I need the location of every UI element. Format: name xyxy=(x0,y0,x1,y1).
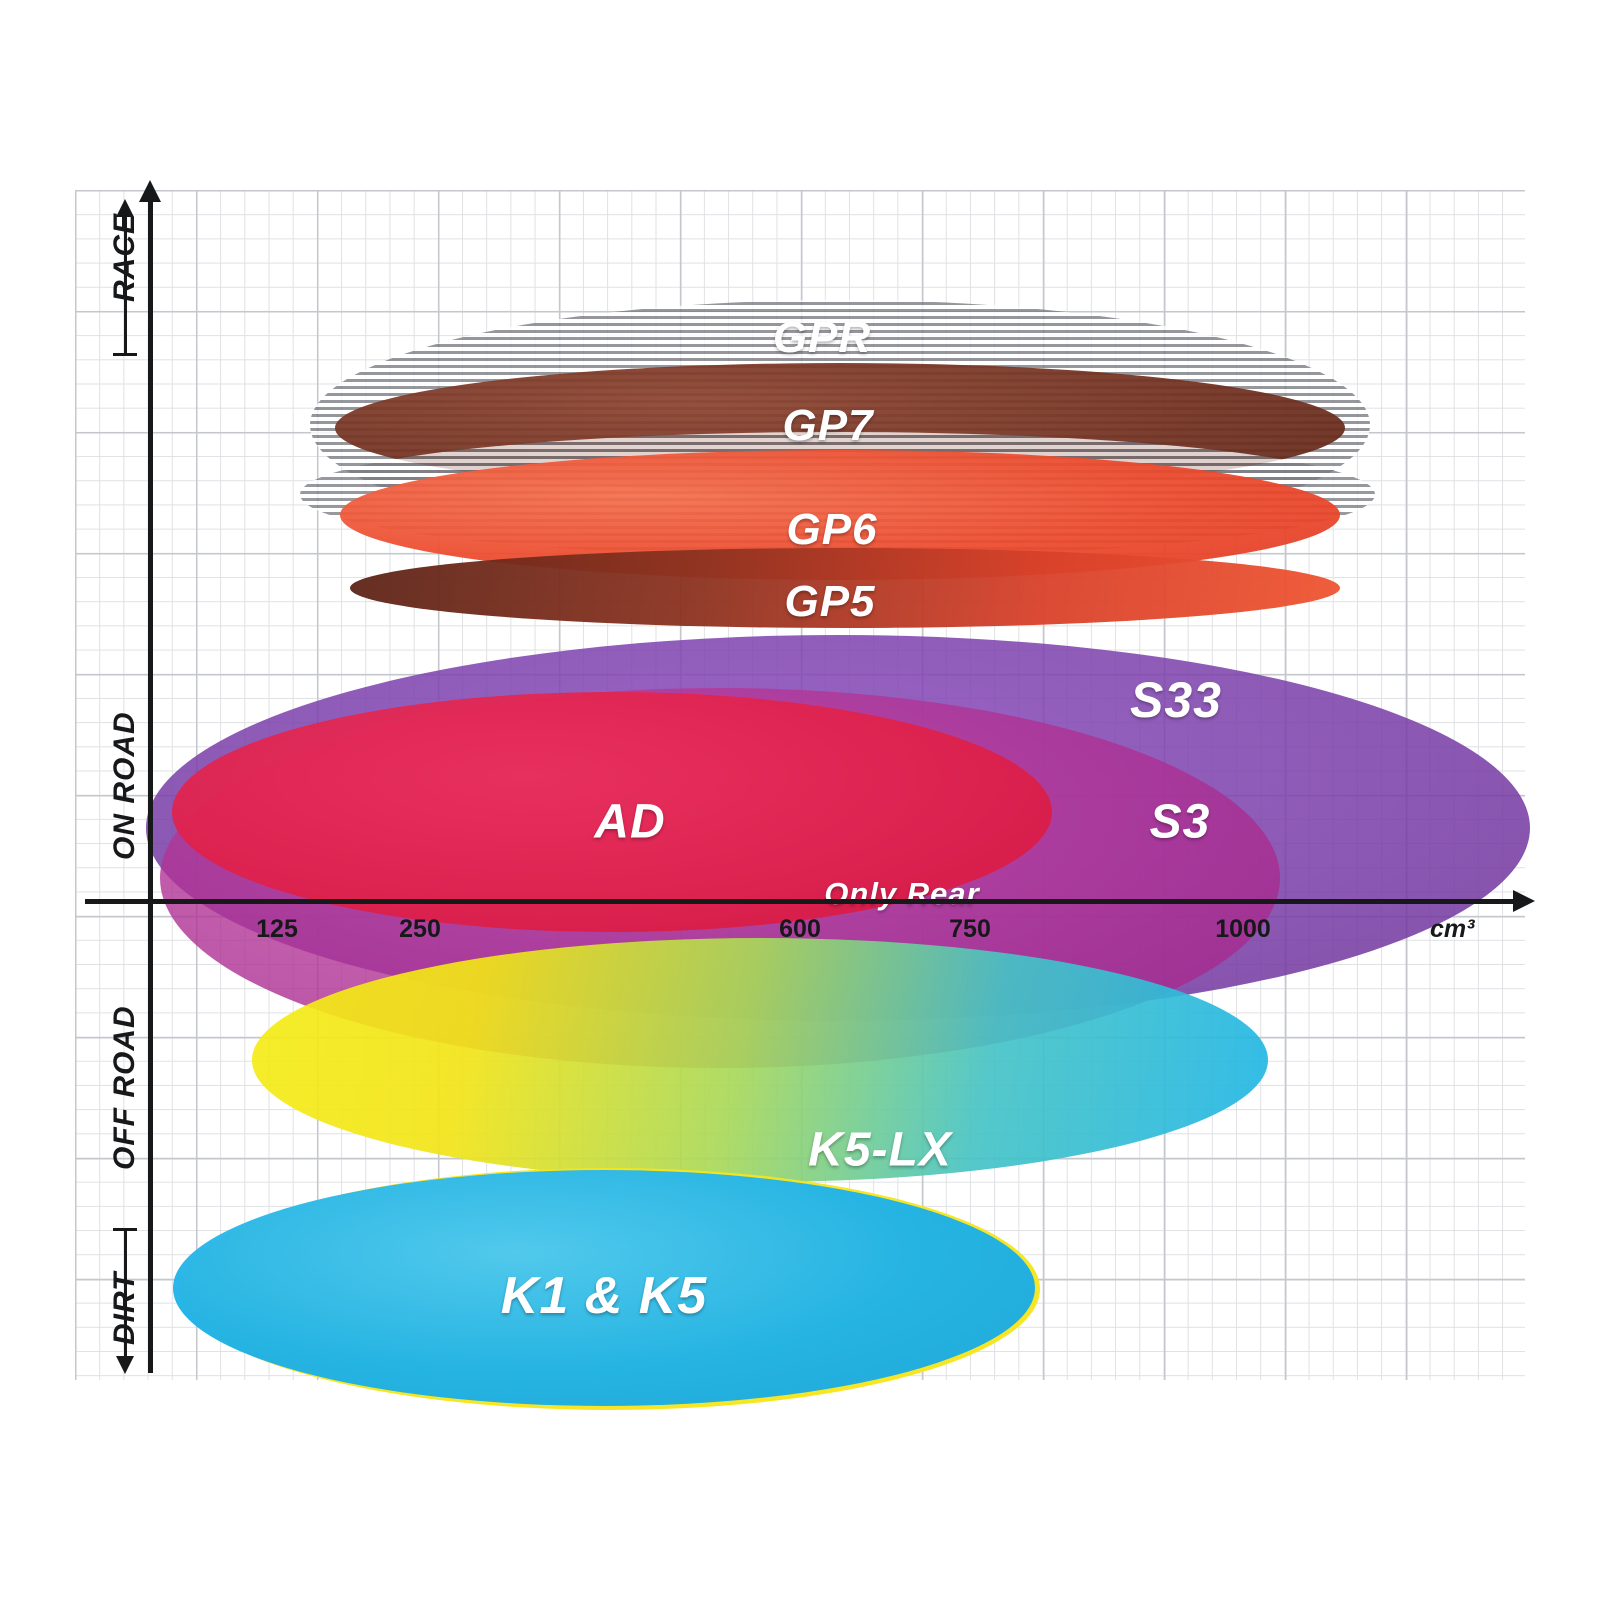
region-label-gp5: GP5 xyxy=(784,577,876,626)
region-label-gpr: GPR xyxy=(772,313,872,362)
bracket-race xyxy=(124,215,127,355)
y-axis-line xyxy=(148,196,153,1373)
x-tick-250: 250 xyxy=(399,915,441,943)
region-label-k1-k5: K1 & K5 xyxy=(500,1267,708,1325)
region-label-ad: AD xyxy=(594,795,666,849)
x-tick-125: 125 xyxy=(256,915,298,943)
x-axis-unit-label: cm³ xyxy=(1430,915,1475,943)
x-tick-600: 600 xyxy=(779,915,821,943)
y-category-on-road: ON ROAD xyxy=(108,711,141,860)
region-ad xyxy=(172,692,1052,932)
y-category-race: RACE xyxy=(108,212,141,302)
bracket-race-tick xyxy=(113,353,137,356)
region-label-gp6: GP6 xyxy=(786,505,878,554)
region-label-s3: S3 xyxy=(1149,795,1211,849)
y-category-dirt: DIRT xyxy=(108,1271,141,1345)
x-tick-750: 750 xyxy=(949,915,991,943)
bracket-dirt-tick xyxy=(113,1228,137,1231)
region-k5-lx xyxy=(252,938,1268,1182)
y-category-off-road: OFF ROAD xyxy=(108,1005,141,1170)
region-gp5 xyxy=(350,548,1340,628)
region-label-s33: S33 xyxy=(1130,672,1222,728)
region-k1-k5 xyxy=(173,1170,1035,1406)
x-tick-1000: 1000 xyxy=(1215,915,1271,943)
bracket-race-arrow-icon xyxy=(116,199,134,217)
annotation-only-rear: Only Rear xyxy=(824,876,980,911)
region-label-gp7: GP7 xyxy=(782,401,874,450)
y-axis-arrow-icon xyxy=(139,180,161,202)
x-axis-line xyxy=(85,899,1517,904)
bracket-dirt-arrow-icon xyxy=(116,1356,134,1374)
x-axis-arrow-icon xyxy=(1513,890,1535,912)
region-label-k5-lx: K5-LX xyxy=(808,1123,952,1177)
bracket-dirt xyxy=(124,1228,127,1360)
